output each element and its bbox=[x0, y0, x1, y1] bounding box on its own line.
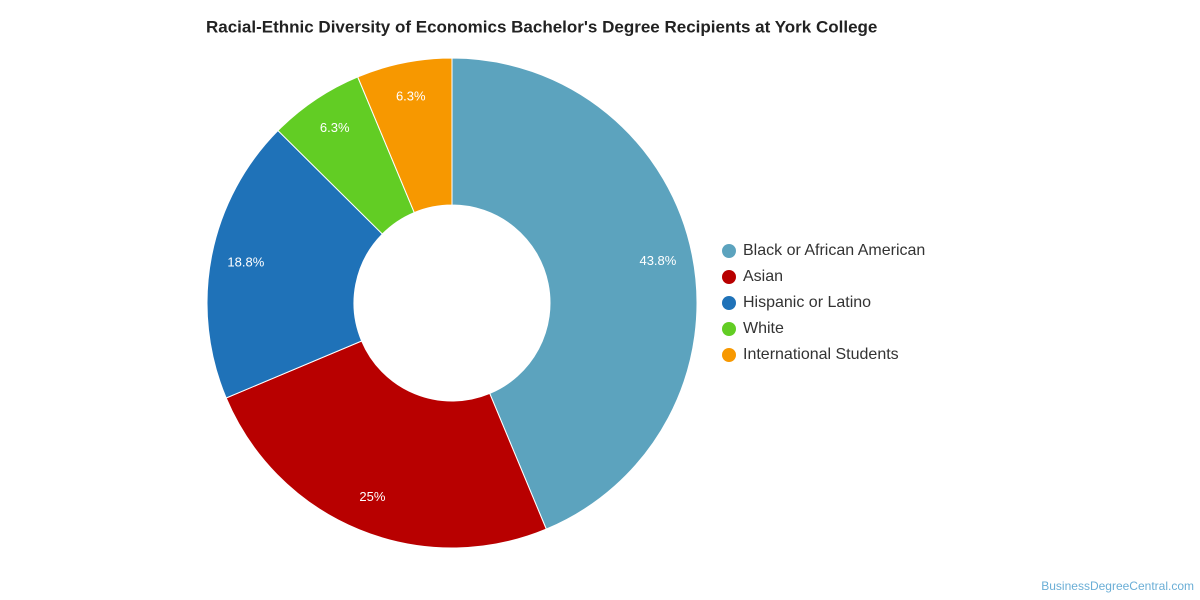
legend-label: Hispanic or Latino bbox=[743, 294, 871, 311]
slice bbox=[206, 129, 384, 399]
data-label: 18.8% bbox=[227, 255, 264, 270]
slice bbox=[225, 340, 547, 549]
data-label: 43.8% bbox=[639, 253, 676, 268]
slice bbox=[357, 57, 453, 214]
data-label: 6.3% bbox=[396, 89, 426, 104]
legend-marker bbox=[722, 244, 736, 258]
legend-marker bbox=[722, 322, 736, 336]
legend-label: Black or African American bbox=[743, 242, 925, 259]
data-label: 6.3% bbox=[320, 120, 350, 135]
legend-marker bbox=[722, 296, 736, 310]
legend-label: International Students bbox=[743, 346, 899, 363]
legend-marker bbox=[722, 270, 736, 284]
legend-label: Asian bbox=[743, 268, 783, 285]
legend-label: White bbox=[743, 320, 784, 337]
data-label: 25% bbox=[359, 489, 385, 504]
chart-title: Racial-Ethnic Diversity of Economics Bac… bbox=[206, 17, 877, 36]
slice bbox=[451, 57, 698, 530]
watermark: BusinessDegreeCentral.com bbox=[1041, 579, 1194, 593]
legend-marker bbox=[722, 348, 736, 362]
